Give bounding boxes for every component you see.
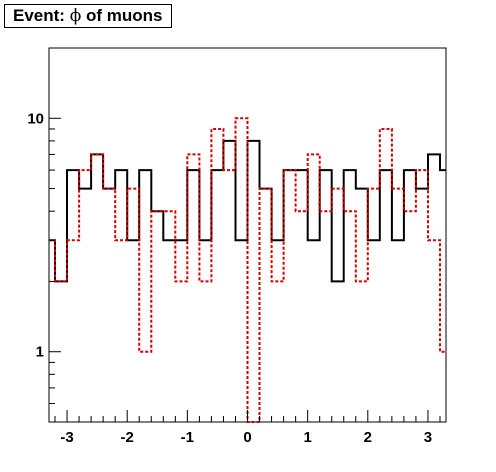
y-tick-label: 1 [36,344,44,361]
series-layer [49,117,446,423]
chart-title: Event: ϕ of muons [4,4,172,28]
chart-title-suffix: of muons [81,6,163,25]
x-tick-label: 3 [424,429,432,446]
axis-layer: -3 -2 -1 0 1 2 3 1 10 [27,47,441,446]
chart-title-prefix: Event: [13,6,70,25]
x-tick-label: -3 [60,429,73,446]
x-tick-label: 2 [364,429,372,446]
y-tick-label: 10 [27,110,44,127]
x-tick-label: -1 [181,429,194,446]
chart-title-phi-symbol: ϕ [69,6,82,26]
x-tick-label: 1 [303,429,311,446]
x-tick-label: -2 [121,429,134,446]
x-tick-label: 0 [243,429,251,446]
histogram-series-2 [49,117,446,423]
